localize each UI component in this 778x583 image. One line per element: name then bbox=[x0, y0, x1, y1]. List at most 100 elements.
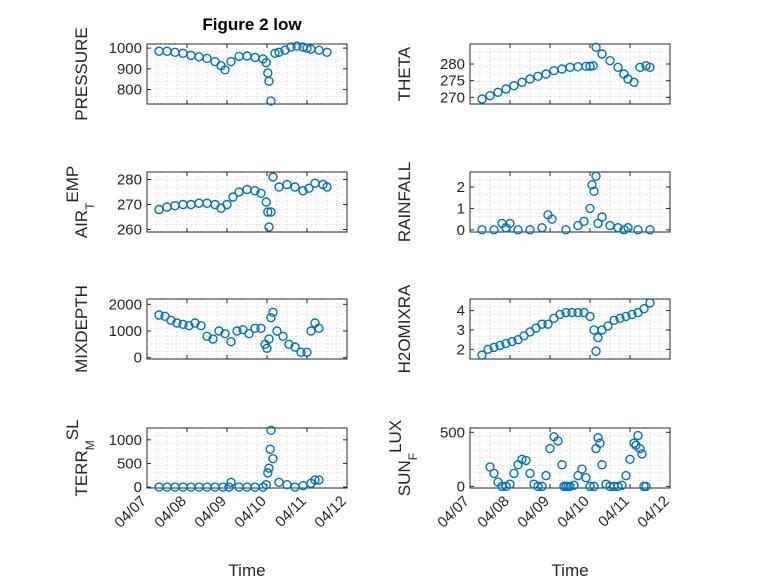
data-point bbox=[637, 449, 647, 459]
data-point bbox=[314, 475, 324, 485]
data-point bbox=[593, 433, 603, 443]
data-point bbox=[214, 326, 224, 336]
data-point bbox=[639, 303, 649, 314]
data-point bbox=[268, 172, 278, 182]
data-point bbox=[263, 468, 273, 478]
data-point bbox=[282, 179, 292, 190]
data-point bbox=[304, 183, 314, 193]
subplot-8: 0 500 04/07 04/08 04/09 04/10 04/11 04/12 Time SU… bbox=[386, 420, 673, 580]
data-point bbox=[274, 182, 284, 192]
data-point bbox=[509, 80, 519, 91]
x-tick-label: 04/08 bbox=[151, 493, 190, 532]
x-tick-label: 04/11 bbox=[595, 493, 633, 531]
data-point bbox=[588, 60, 598, 71]
data-point bbox=[264, 222, 274, 232]
y-tick-label: 2 bbox=[457, 179, 465, 196]
data-point bbox=[228, 192, 238, 202]
data-point bbox=[250, 186, 260, 196]
data-point bbox=[278, 331, 288, 342]
data-point bbox=[553, 436, 563, 446]
data-point bbox=[617, 480, 627, 490]
data-point bbox=[593, 333, 603, 343]
y-tick-label: 0 bbox=[457, 478, 465, 495]
data-point bbox=[585, 203, 595, 214]
data-point bbox=[250, 323, 260, 334]
data-point bbox=[613, 223, 623, 233]
data-point bbox=[244, 328, 254, 339]
data-point bbox=[184, 320, 194, 331]
subplot-5: 0 1000 2000 MIXDEPTH bbox=[72, 285, 348, 373]
data-point bbox=[629, 438, 639, 448]
data-point bbox=[493, 87, 503, 98]
data-point bbox=[645, 298, 655, 308]
y-tick-label: 0 bbox=[134, 350, 142, 367]
data-point bbox=[633, 430, 643, 441]
data-point bbox=[633, 225, 643, 235]
data-point bbox=[581, 61, 591, 72]
data-point bbox=[202, 53, 212, 64]
data-point bbox=[263, 207, 273, 217]
data-point bbox=[226, 477, 236, 488]
data-point bbox=[226, 56, 236, 67]
data-point bbox=[635, 62, 645, 73]
data-point bbox=[268, 307, 278, 318]
y-tick-label: 500 bbox=[440, 424, 465, 441]
x-tick-label: 04/09 bbox=[191, 493, 230, 532]
data-point bbox=[591, 346, 601, 356]
data-point bbox=[302, 43, 312, 53]
data-point bbox=[178, 319, 188, 330]
data-point bbox=[525, 468, 535, 479]
data-point bbox=[172, 318, 182, 328]
data-point bbox=[585, 481, 595, 492]
data-point bbox=[591, 42, 601, 53]
data-point bbox=[226, 336, 236, 347]
data-point bbox=[302, 347, 312, 358]
y-tick-label: 900 bbox=[117, 61, 142, 78]
data-point bbox=[265, 444, 275, 454]
data-point bbox=[537, 319, 547, 329]
data-point bbox=[268, 454, 278, 464]
x-tick-label: 04/11 bbox=[272, 493, 310, 531]
data-point bbox=[322, 47, 332, 57]
data-point bbox=[525, 74, 535, 84]
data-point bbox=[565, 481, 575, 492]
data-point bbox=[555, 309, 565, 320]
data-point bbox=[613, 481, 623, 492]
data-point bbox=[477, 225, 487, 235]
data-point bbox=[537, 481, 547, 492]
data-point bbox=[190, 318, 200, 328]
data-point bbox=[537, 223, 547, 233]
x-tick-label: 04/07 bbox=[434, 493, 473, 532]
data-point bbox=[264, 463, 274, 473]
data-point bbox=[485, 90, 495, 101]
data-point bbox=[509, 468, 519, 479]
y-axis-label: H2OMIXRA bbox=[395, 284, 414, 373]
data-point bbox=[517, 454, 527, 465]
y-tick-label: 1000 bbox=[109, 432, 142, 449]
data-point bbox=[615, 313, 625, 324]
data-point bbox=[264, 334, 274, 344]
data-point bbox=[573, 220, 583, 231]
data-point bbox=[589, 186, 599, 196]
data-point bbox=[625, 454, 635, 465]
data-point bbox=[573, 307, 583, 318]
y-tick-label: 800 bbox=[117, 82, 142, 99]
data-point bbox=[483, 344, 493, 355]
data-point bbox=[641, 481, 651, 492]
data-point bbox=[314, 323, 324, 334]
data-point bbox=[605, 55, 615, 66]
x-tick-label: 04/07 bbox=[111, 493, 150, 532]
data-point bbox=[234, 187, 244, 197]
data-point bbox=[513, 225, 523, 235]
data-point bbox=[477, 350, 487, 360]
data-point bbox=[545, 443, 555, 454]
y-tick-label: 270 bbox=[440, 89, 465, 106]
data-point bbox=[306, 326, 316, 336]
data-point bbox=[286, 42, 296, 52]
data-point bbox=[517, 77, 527, 88]
y-tick-label: 1000 bbox=[109, 40, 142, 57]
x-tick-label: 04/12 bbox=[311, 493, 350, 532]
x-tick-label: 04/08 bbox=[474, 493, 513, 532]
